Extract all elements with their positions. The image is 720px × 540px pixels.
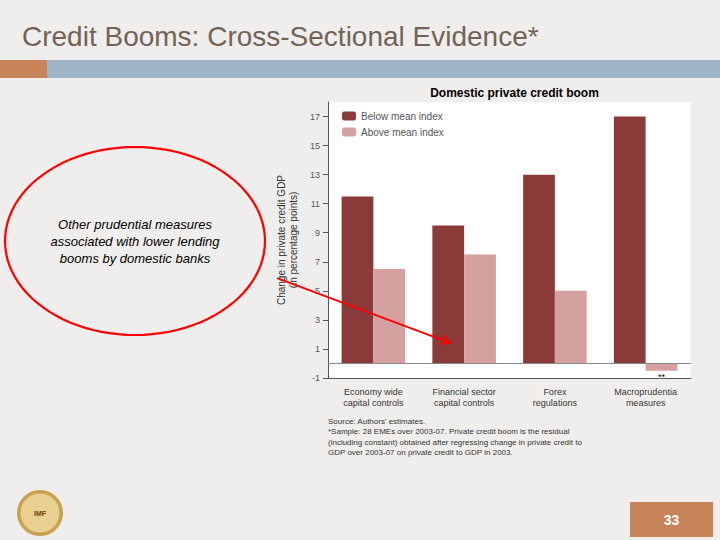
- svg-text:Above mean index: Above mean index: [361, 127, 444, 138]
- svg-text:3: 3: [315, 315, 320, 325]
- svg-text:capital controls: capital controls: [343, 398, 404, 408]
- svg-text:Below mean index: Below mean index: [361, 111, 443, 122]
- svg-text:Change in private credit GDP: Change in private credit GDP: [276, 175, 287, 305]
- svg-text:13: 13: [310, 170, 320, 180]
- svg-text:booms by domestic banks: booms by domestic banks: [60, 251, 211, 266]
- svg-text:Source: Authors' estimates.: Source: Authors' estimates.: [328, 417, 425, 426]
- svg-text:(including constant) obtained: (including constant) obtained after regr…: [328, 438, 582, 447]
- svg-text:11: 11: [311, 199, 320, 209]
- svg-text:7: 7: [315, 257, 320, 267]
- svg-text:1: 1: [315, 344, 320, 354]
- svg-text:5: 5: [315, 285, 320, 296]
- svg-text:Economy wide: Economy wide: [344, 387, 403, 397]
- svg-text:regulations: regulations: [533, 398, 578, 408]
- svg-text:Forex: Forex: [543, 387, 567, 397]
- svg-text:17: 17: [310, 112, 320, 122]
- svg-text:IMF: IMF: [34, 510, 47, 517]
- svg-text:Credit Booms: Cross-Sectional: Credit Booms: Cross-Sectional Evidence*: [22, 21, 539, 52]
- svg-text:Domestic private credit boom: Domestic private credit boom: [430, 86, 599, 100]
- svg-text:Macroprudentia: Macroprudentia: [614, 387, 677, 397]
- svg-text:**: **: [658, 372, 666, 382]
- svg-text:(in percentage points): (in percentage points): [288, 192, 299, 289]
- svg-text:Other prudential measures: Other prudential measures: [58, 217, 212, 232]
- svg-text:*Sample: 28 EMEs over 2003-07.: *Sample: 28 EMEs over 2003-07. Private c…: [328, 427, 570, 436]
- svg-text:measures: measures: [626, 398, 666, 408]
- svg-text:9: 9: [315, 228, 320, 238]
- svg-text:Financial sector: Financial sector: [433, 387, 496, 397]
- svg-text:associated with lower lending: associated with lower lending: [50, 234, 220, 249]
- svg-text:-1: -1: [312, 373, 320, 383]
- svg-text:capital controls: capital controls: [434, 398, 495, 408]
- svg-text:15: 15: [310, 141, 320, 151]
- svg-text:GDP over 2003-07 on private cr: GDP over 2003-07 on private credit to GD…: [328, 448, 513, 457]
- svg-text:33: 33: [664, 512, 680, 528]
